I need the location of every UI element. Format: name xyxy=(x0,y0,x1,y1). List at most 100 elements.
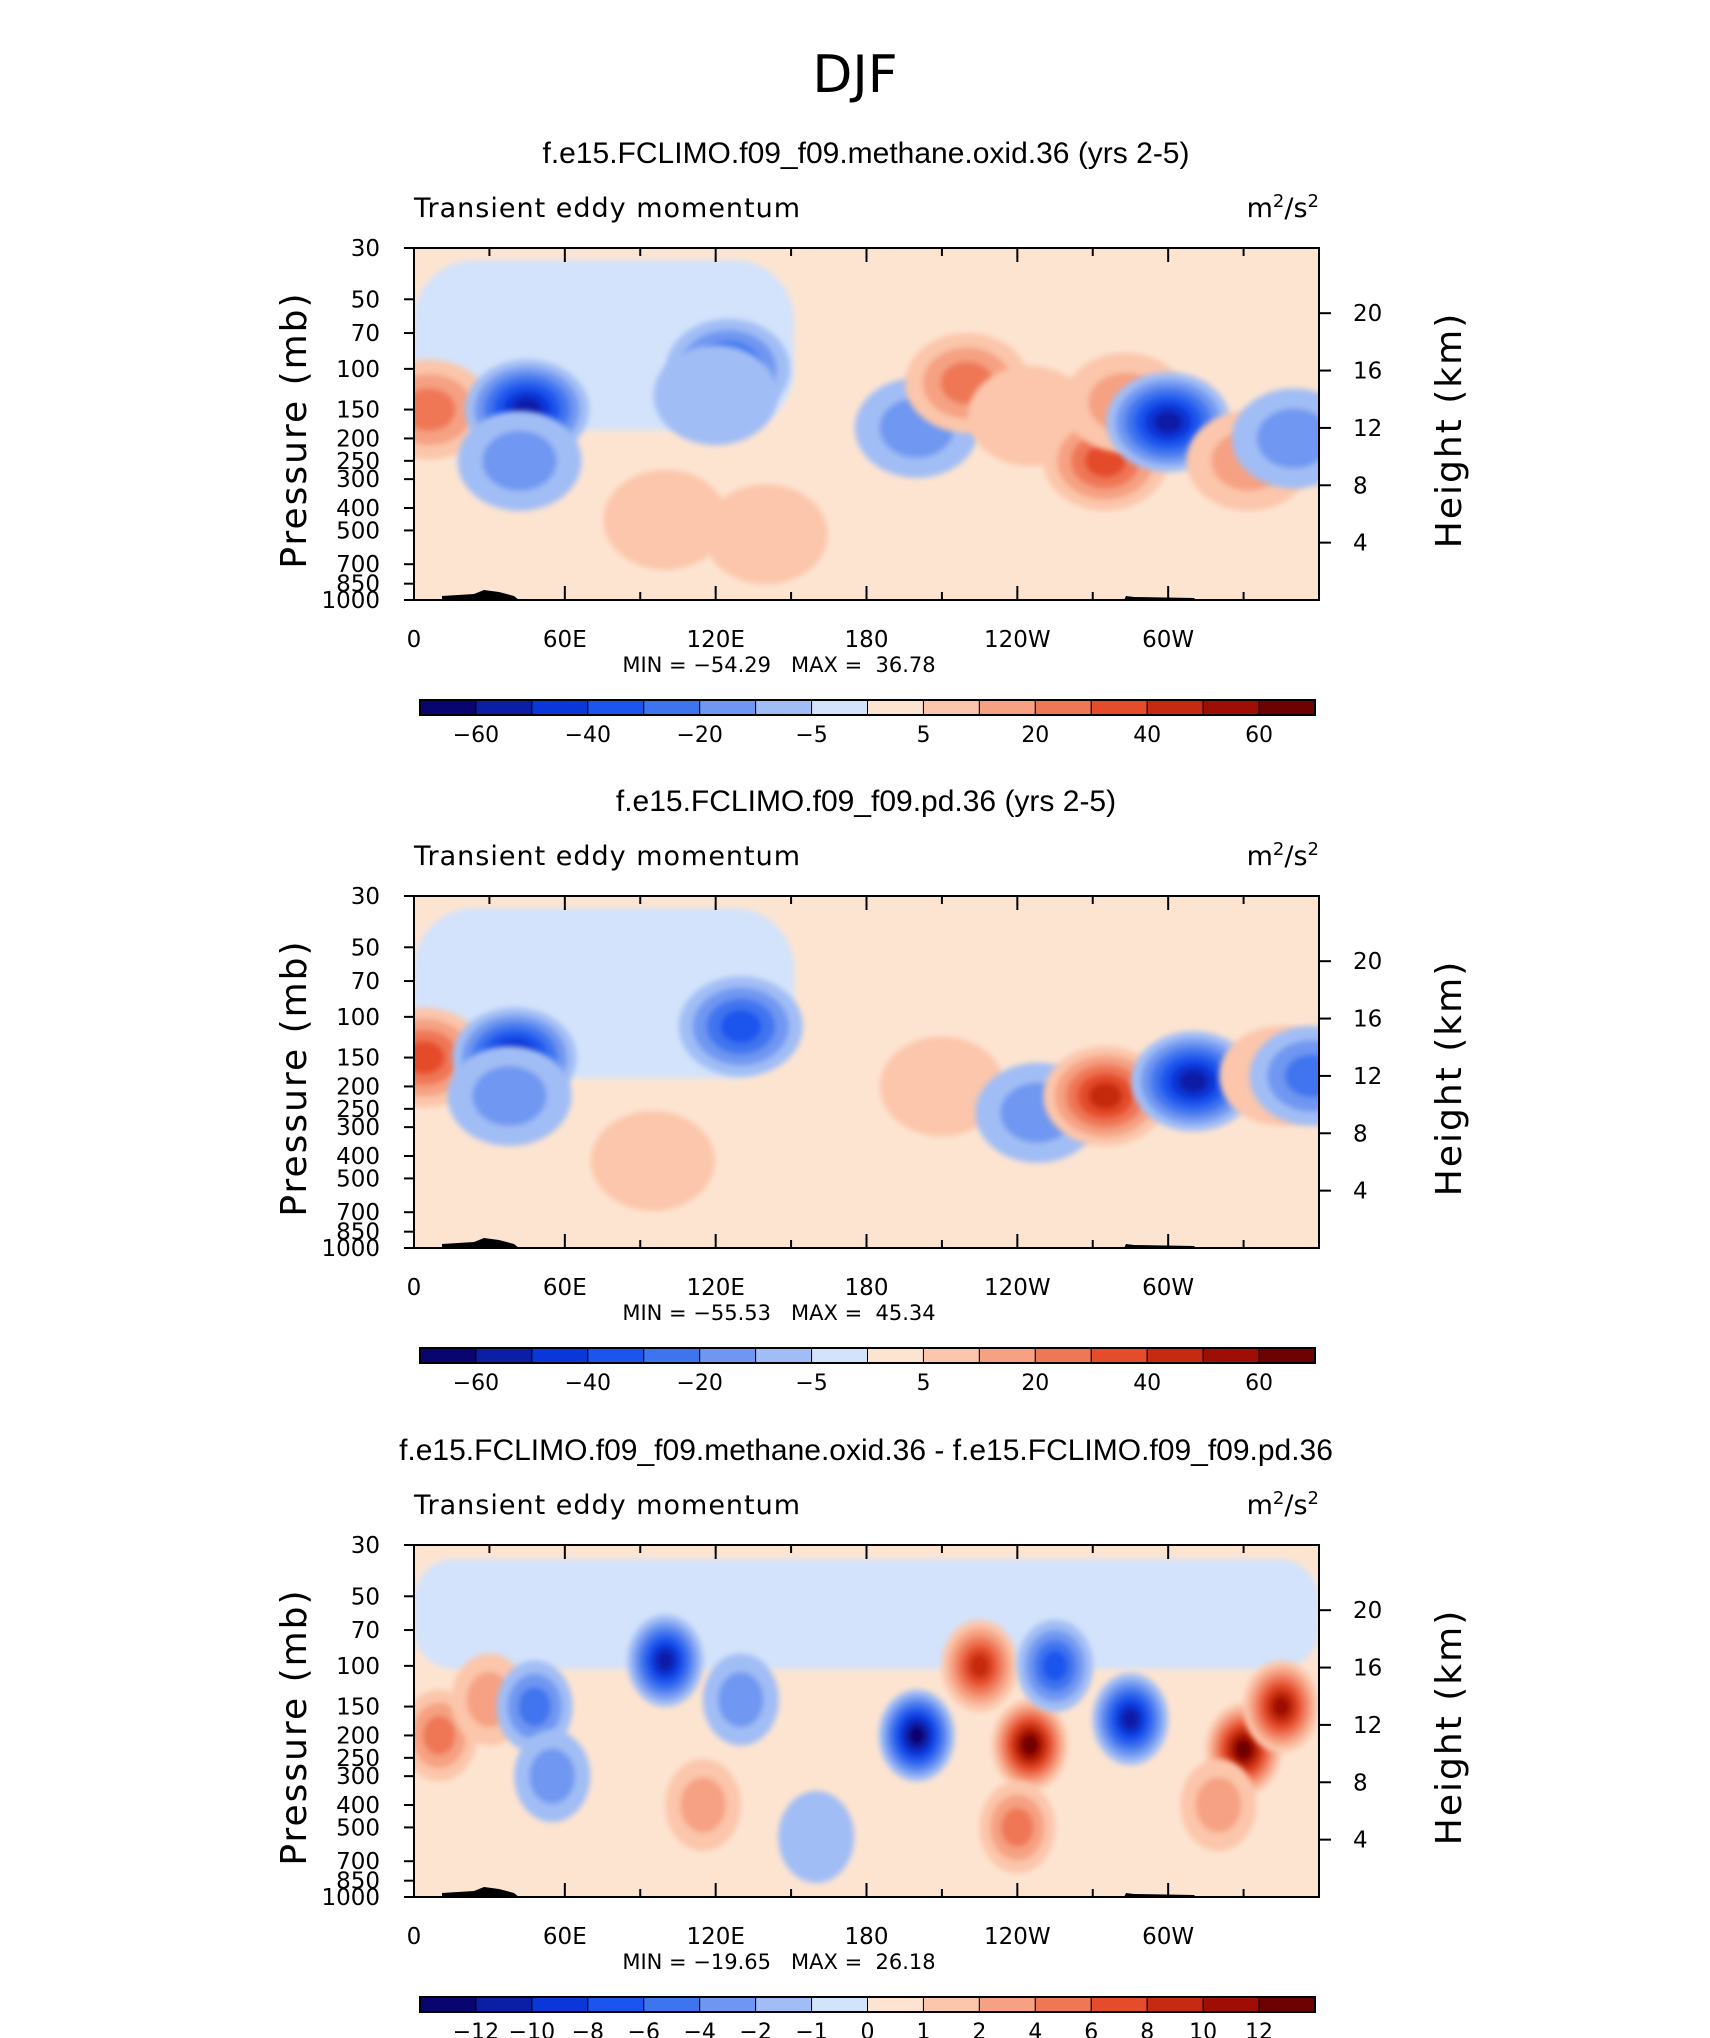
x-tick-label: 60W xyxy=(1142,1275,1194,1301)
y-tick-label: 50 xyxy=(351,935,380,961)
colorbar-box xyxy=(1090,699,1148,716)
colorbar-box xyxy=(755,699,813,716)
x-tick-label: 180 xyxy=(845,627,889,653)
x-tick-label: 120E xyxy=(686,1275,744,1301)
x-tick-label: 60E xyxy=(543,627,587,653)
colorbar-box xyxy=(1090,1996,1148,2013)
colorbar-label: 1 xyxy=(916,2020,930,2038)
x-tick-label: 120W xyxy=(984,627,1051,653)
contour-feature xyxy=(627,1614,704,1707)
y-tick-label: 50 xyxy=(351,287,380,313)
y-tick-label: 70 xyxy=(351,969,380,995)
y-tick-label: 400 xyxy=(336,1144,380,1170)
y-tick-label: 200 xyxy=(336,426,380,452)
y-tick-label: 70 xyxy=(351,321,380,347)
y-tick-label: 50 xyxy=(351,1584,380,1610)
y-tick-label: 850 xyxy=(336,1220,380,1246)
y-tick-label: 250 xyxy=(336,1746,380,1772)
contour-feature xyxy=(496,1660,573,1753)
colorbar-box xyxy=(1202,699,1260,716)
colorbar-label: 20 xyxy=(1021,1371,1049,1396)
colorbar-label: −40 xyxy=(565,1371,611,1396)
y-tick-label: 700 xyxy=(336,1849,380,1875)
colorbar-box xyxy=(587,1347,645,1364)
x-tick-label: 120E xyxy=(686,627,744,653)
colorbar-box xyxy=(699,1996,757,2013)
y-tick-label: 70 xyxy=(351,1618,380,1644)
colorbar-box xyxy=(867,699,924,716)
y-tick-label: 200 xyxy=(336,1723,380,1749)
y-tick-label: 300 xyxy=(336,467,380,493)
y-axis-title: Pressure (mb) xyxy=(274,291,315,568)
y-tick-right-label: 20 xyxy=(1353,1598,1382,1624)
colorbar-label: −8 xyxy=(572,2020,604,2038)
colorbar-box xyxy=(811,1996,868,2013)
colorbar-label: 0 xyxy=(861,2020,875,2038)
contour-feature xyxy=(703,484,828,585)
contour-feature xyxy=(878,1689,955,1782)
contour-feature xyxy=(1017,1619,1094,1712)
colorbar-box xyxy=(587,699,645,716)
x-tick-label: 120W xyxy=(984,1924,1051,1950)
contour-feature xyxy=(1180,1759,1257,1852)
y-tick-label: 1000 xyxy=(321,1885,380,1911)
y-axis-title-right: Height (km) xyxy=(1429,312,1470,548)
colorbar-label: 10 xyxy=(1189,2020,1217,2038)
colorbar-label: −5 xyxy=(795,1371,827,1396)
colorbar-box xyxy=(978,1347,1036,1364)
chart-panel-1: f.e15.FCLIMO.f09_f09.methane.oxid.36 (yr… xyxy=(274,137,1470,748)
y-tick-label: 150 xyxy=(336,1046,380,1072)
y-tick-label: 100 xyxy=(336,1654,380,1680)
y-tick-label: 100 xyxy=(336,357,380,383)
contour-feature xyxy=(653,345,778,446)
colorbar-box xyxy=(1258,699,1316,716)
colorbar-label: 60 xyxy=(1245,723,1273,748)
colorbar-label: −60 xyxy=(453,723,499,748)
colorbar-label: −6 xyxy=(628,2020,660,2038)
y-tick-right-label: 4 xyxy=(1353,1179,1368,1205)
y-tick-right-label: 8 xyxy=(1353,1770,1368,1796)
y-tick-label: 700 xyxy=(336,1200,380,1226)
colorbar-box xyxy=(419,1996,477,2013)
y-tick-right-label: 8 xyxy=(1353,473,1368,499)
panel-title: f.e15.FCLIMO.f09_f09.pd.36 (yrs 2-5) xyxy=(616,785,1116,818)
colorbar-label: 20 xyxy=(1021,723,1049,748)
colorbar-box xyxy=(811,699,868,716)
colorbar-label: −20 xyxy=(676,1371,722,1396)
y-tick-right-label: 16 xyxy=(1353,359,1382,385)
colorbar-label: −10 xyxy=(509,2020,555,2038)
colorbar-frame xyxy=(419,1996,1316,2013)
contour-field xyxy=(414,896,1319,1248)
y-tick-right-label: 16 xyxy=(1353,1007,1382,1033)
y-tick-label: 250 xyxy=(336,449,380,475)
contour-feature xyxy=(1243,1660,1319,1753)
units-label: m2/s2 xyxy=(1247,191,1319,224)
contour-field xyxy=(414,1545,1319,1897)
contour-feature xyxy=(778,1790,855,1883)
colorbar-box xyxy=(1202,1347,1260,1364)
colorbar-label: 40 xyxy=(1133,723,1161,748)
x-tick-label: 60W xyxy=(1142,1924,1194,1950)
x-tick-label: 0 xyxy=(407,1275,422,1301)
figure-title: DJF xyxy=(812,45,897,105)
units-label: m2/s2 xyxy=(1247,1488,1319,1521)
colorbar-box xyxy=(922,699,980,716)
colorbar-label: −60 xyxy=(453,1371,499,1396)
y-tick-right-label: 16 xyxy=(1353,1656,1382,1682)
contour-feature xyxy=(1092,1673,1169,1766)
colorbar-box xyxy=(643,699,701,716)
colorbar-box xyxy=(922,1347,980,1364)
contour-feature xyxy=(678,976,803,1077)
colorbar-label: 40 xyxy=(1133,1371,1161,1396)
x-tick-label: 60W xyxy=(1142,627,1194,653)
x-tick-label: 0 xyxy=(407,627,422,653)
chart-panel-2: f.e15.FCLIMO.f09_f09.pd.36 (yrs 2-5) Tran… xyxy=(274,785,1470,1396)
y-tick-label: 500 xyxy=(336,518,380,544)
y-tick-right-label: 12 xyxy=(1353,416,1382,442)
y-tick-right-label: 20 xyxy=(1353,301,1382,327)
colorbar-label: −1 xyxy=(795,2020,827,2038)
colorbar-box xyxy=(1034,699,1092,716)
colorbar-box xyxy=(1258,1996,1316,2013)
y-axis-title: Pressure (mb) xyxy=(274,1588,315,1865)
colorbar-label: 8 xyxy=(1140,2020,1154,2038)
